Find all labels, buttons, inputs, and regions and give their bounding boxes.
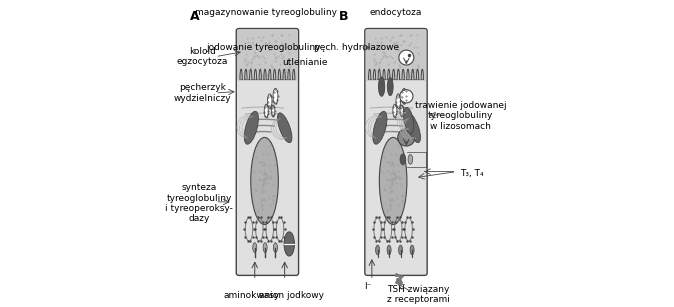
- Ellipse shape: [404, 107, 414, 134]
- Ellipse shape: [388, 78, 393, 96]
- Ellipse shape: [268, 94, 272, 108]
- Circle shape: [400, 90, 413, 103]
- Text: anion jodkowy: anion jodkowy: [259, 291, 324, 300]
- Ellipse shape: [253, 243, 257, 252]
- FancyBboxPatch shape: [237, 29, 299, 275]
- Ellipse shape: [273, 88, 278, 104]
- Ellipse shape: [375, 245, 379, 255]
- Ellipse shape: [398, 245, 402, 255]
- FancyBboxPatch shape: [237, 29, 298, 81]
- Text: T₃, T₄: T₃, T₄: [460, 169, 484, 178]
- Ellipse shape: [379, 77, 385, 96]
- Text: A: A: [190, 10, 200, 23]
- Text: pęch. hydrolazowe: pęch. hydrolazowe: [314, 43, 399, 52]
- Text: aminokwasy: aminokwasy: [224, 291, 280, 300]
- Ellipse shape: [373, 111, 387, 144]
- Ellipse shape: [387, 245, 391, 255]
- Ellipse shape: [244, 111, 258, 144]
- Text: pęcherzyk
wydzielniczy: pęcherzyk wydzielniczy: [174, 83, 231, 103]
- Ellipse shape: [400, 154, 406, 165]
- Text: jodowanie tyreoglobuliny: jodowanie tyreoglobuliny: [206, 43, 321, 52]
- Ellipse shape: [396, 94, 400, 108]
- Ellipse shape: [272, 105, 275, 117]
- Ellipse shape: [274, 243, 278, 252]
- Ellipse shape: [284, 232, 295, 256]
- Circle shape: [399, 50, 414, 65]
- Text: TSH związany
z receptorami: TSH związany z receptorami: [388, 285, 450, 305]
- FancyBboxPatch shape: [366, 29, 426, 81]
- Ellipse shape: [408, 154, 412, 164]
- Ellipse shape: [263, 243, 267, 252]
- Text: utlenianie: utlenianie: [282, 58, 328, 67]
- Text: B: B: [338, 10, 348, 23]
- Text: koloid
egzocytoza: koloid egzocytoza: [177, 47, 228, 66]
- Circle shape: [398, 129, 415, 146]
- Ellipse shape: [400, 105, 404, 117]
- Text: I⁻: I⁻: [364, 282, 371, 291]
- Ellipse shape: [393, 104, 397, 118]
- Text: magazynowanie tyreoglobuliny: magazynowanie tyreoglobuliny: [195, 8, 337, 17]
- Ellipse shape: [406, 113, 421, 143]
- Ellipse shape: [379, 138, 407, 224]
- Ellipse shape: [251, 138, 278, 224]
- Text: endocytoza: endocytoza: [370, 8, 422, 17]
- Ellipse shape: [402, 88, 406, 104]
- Ellipse shape: [410, 245, 414, 255]
- Text: trawienie jodowanej
tyreoglobuliny
w lizosomach: trawienie jodowanej tyreoglobuliny w liz…: [415, 101, 506, 130]
- Ellipse shape: [278, 113, 292, 143]
- Text: synteza
tyreoglobuliny
i tyreoperoksy-
dazy: synteza tyreoglobuliny i tyreoperoksy- d…: [165, 183, 233, 223]
- Ellipse shape: [264, 104, 268, 118]
- FancyBboxPatch shape: [365, 29, 427, 275]
